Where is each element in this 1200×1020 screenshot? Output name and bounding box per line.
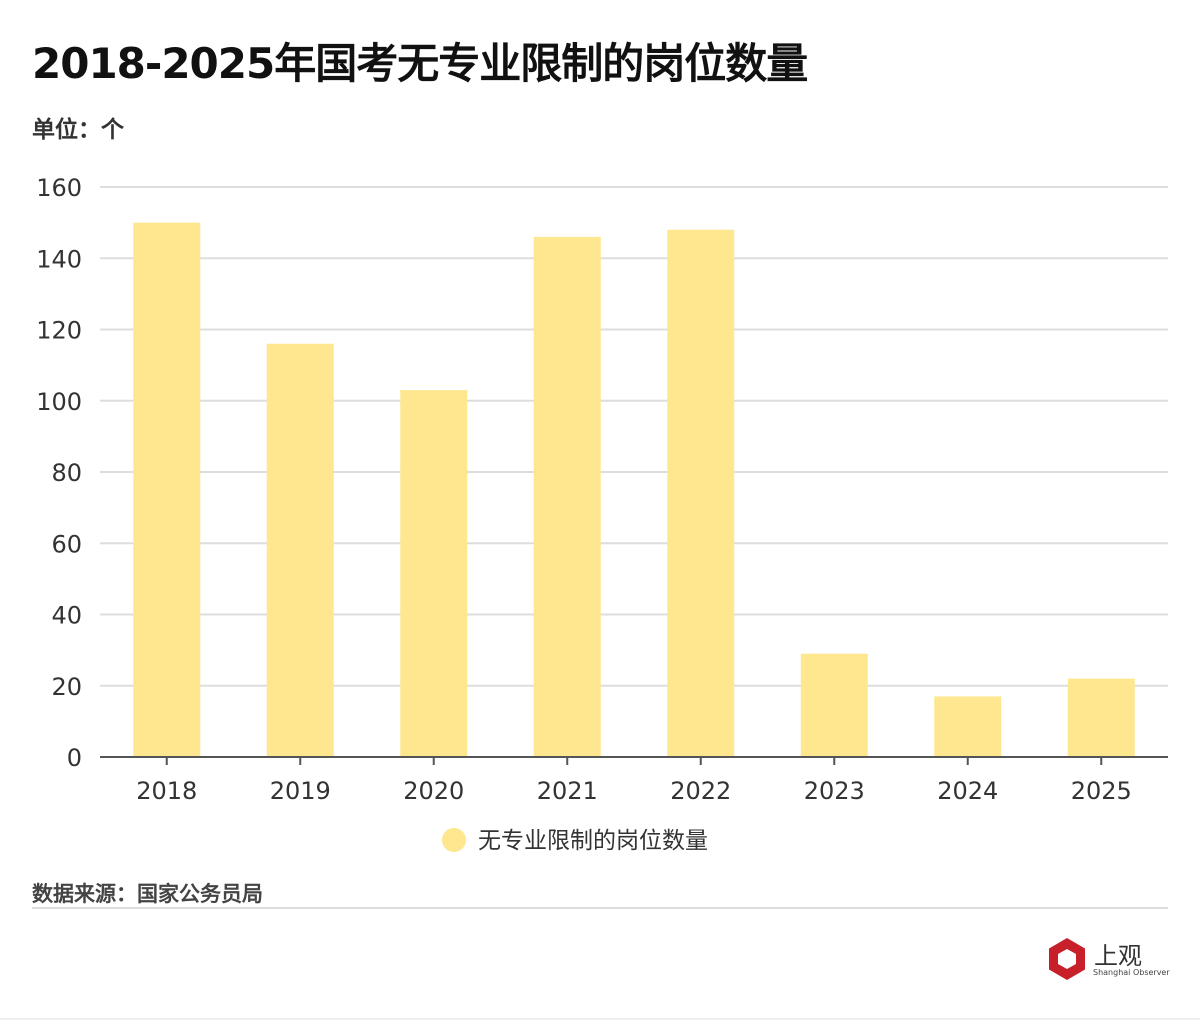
x-tick-label: 2022 xyxy=(670,777,731,805)
bar-chart: 0 20 40 60 80 100 120 140 160 2018 2019 2020 2021 202… xyxy=(36,174,1168,854)
bottom-border xyxy=(0,1018,1200,1020)
logo: 上观 Shanghai Observer xyxy=(1044,936,1174,982)
x-tick-label: 2021 xyxy=(537,777,598,805)
legend-marker xyxy=(442,828,466,852)
x-tick-label: 2025 xyxy=(1071,777,1132,805)
chart-title: 2018-2025年国考无专业限制的岗位数量 xyxy=(32,39,808,88)
y-tick-label: 160 xyxy=(36,174,82,202)
logo-name: 上观 xyxy=(1094,942,1142,970)
bar-2025 xyxy=(1067,678,1135,757)
logo-subtitle: Shanghai Observer xyxy=(1093,968,1170,977)
divider xyxy=(32,907,1168,909)
bar-2023 xyxy=(800,653,868,757)
y-tick-label: 100 xyxy=(36,388,82,416)
legend-label: 无专业限制的岗位数量 xyxy=(478,828,708,854)
y-tick-label: 20 xyxy=(51,673,82,701)
bar-2020 xyxy=(400,390,468,757)
x-tick-label: 2020 xyxy=(403,777,464,805)
unit-label: 单位：个 xyxy=(32,117,124,143)
source-note: 数据来源：国家公务员局 xyxy=(32,882,263,906)
bar-2024 xyxy=(934,696,1002,757)
y-tick-label: 80 xyxy=(51,459,82,487)
bar-2018 xyxy=(133,222,201,757)
logo-icon xyxy=(1049,938,1085,980)
x-tick-label: 2019 xyxy=(270,777,331,805)
x-tick-label: 2018 xyxy=(136,777,197,805)
y-tick-label: 120 xyxy=(36,317,82,345)
y-tick-label: 140 xyxy=(36,245,82,273)
bar-2022 xyxy=(667,229,735,757)
bar-2021 xyxy=(533,236,601,757)
x-tick-label: 2023 xyxy=(804,777,865,805)
y-tick-label: 40 xyxy=(51,602,82,630)
y-tick-label: 60 xyxy=(51,530,82,558)
y-tick-label: 0 xyxy=(67,744,82,772)
bar-2019 xyxy=(266,343,334,757)
x-tick-label: 2024 xyxy=(937,777,998,805)
